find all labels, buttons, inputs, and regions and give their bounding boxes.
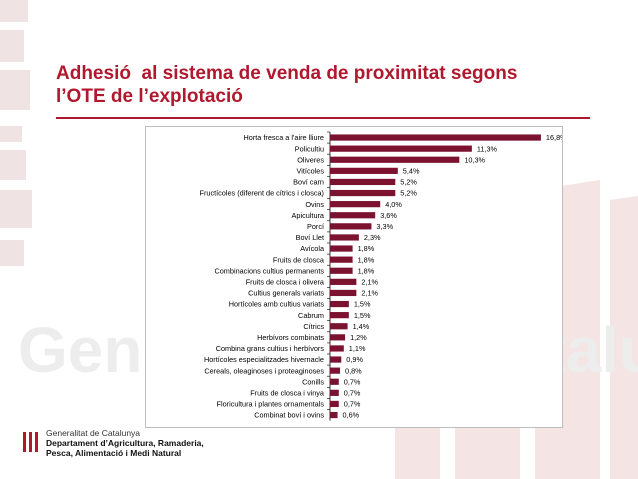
horizontal-bar-chart: Horta fresca a l'aire lliure 16,8% Policul… [200, 131, 562, 421]
data-label: 1,8% [358, 244, 375, 253]
bar [330, 156, 460, 163]
data-label: 1,2% [350, 333, 367, 342]
data-label: 2,1% [361, 289, 378, 298]
bar [330, 312, 349, 319]
org-line-3: Pesca, Alimentació i Medi Natural [46, 448, 182, 458]
category-label: Oliveres [297, 155, 324, 164]
category-label: Fruits de closca i olivera [246, 277, 325, 286]
category-label: Cereals, oleaginoses i proteaginoses [204, 366, 324, 375]
bar [330, 411, 338, 419]
org-name: Generalitat de Catalunya Departament d’A… [46, 428, 204, 458]
bar [330, 145, 472, 152]
bar [330, 256, 353, 263]
data-label: 0,7% [344, 400, 361, 409]
bar [330, 201, 381, 208]
bar [330, 234, 359, 241]
data-label: 1,5% [354, 311, 371, 320]
category-label: Hortícoles amb cultius variats [229, 300, 325, 309]
bar [330, 212, 376, 219]
data-label: 1,8% [358, 255, 375, 264]
category-label: Fruits de closca [273, 255, 325, 264]
category-label: Vitícoles [297, 166, 325, 175]
data-label: 0,8% [345, 366, 362, 375]
data-label: 4,0% [385, 200, 402, 209]
data-label: 1,4% [353, 322, 370, 331]
data-label: 16,8% [546, 133, 562, 142]
category-label: Horta fresca a l'aire lliure [244, 133, 324, 142]
bar [330, 267, 353, 274]
category-label: Avícola [300, 244, 325, 253]
chart-frame: Horta fresca a l'aire lliure 16,8% Policul… [145, 126, 563, 428]
data-label: 5,4% [403, 166, 420, 175]
category-label: Policultiu [295, 144, 324, 153]
category-label: Floricultura i plantes ornamentals [217, 400, 325, 409]
category-label: Boví Llet [296, 233, 324, 242]
bar [330, 278, 357, 285]
category-label: Hortícoles especialitzades hivernacle [204, 355, 324, 364]
bar [330, 289, 357, 297]
category-label: Boví carn [293, 178, 324, 187]
category-label: Fruits de closca i vinya [250, 388, 325, 397]
bar [330, 323, 348, 330]
bar [330, 189, 396, 197]
bar [330, 167, 398, 174]
category-label: Combina grans cultius i herbívors [216, 344, 325, 353]
org-line-2: Departament d’Agricultura, Ramaderia, [46, 438, 204, 448]
data-label: 0,7% [344, 377, 361, 386]
category-label: Apicultura [292, 211, 325, 220]
category-label: Ovins [305, 200, 324, 209]
data-label: 0,6% [343, 411, 360, 420]
category-label: Fructícoles (diferent de cítrics i closc… [200, 189, 325, 198]
data-label: 0,7% [344, 388, 361, 397]
bar [330, 378, 339, 385]
data-label: 2,1% [361, 277, 378, 286]
bar [330, 345, 344, 352]
bar [330, 334, 346, 341]
data-label: 5,2% [400, 178, 417, 187]
bar [330, 223, 372, 230]
category-label: Cabrum [298, 311, 324, 320]
category-label: Porcí [307, 222, 324, 231]
bar [330, 389, 339, 396]
bar [330, 300, 349, 308]
data-label: 1,5% [354, 300, 371, 309]
category-label: Herbívors combinats [257, 333, 324, 342]
data-label: 11,3% [477, 144, 498, 153]
org-line-1: Generalitat de Catalunya [46, 428, 141, 438]
slide-title: Adhesió al sistema de venda de proximita… [56, 62, 596, 108]
category-label: Cultius generals variats [248, 289, 324, 298]
footer-logo: Generalitat de Catalunya Departament d’A… [22, 428, 242, 468]
title-rule [56, 117, 590, 119]
data-label: 3,3% [376, 222, 393, 231]
category-label: Combinacions cultius permanents [214, 266, 324, 275]
data-label: 10,3% [464, 155, 485, 164]
bar [330, 134, 541, 141]
category-label: Cítrics [303, 322, 324, 331]
data-label: 1,1% [349, 344, 366, 353]
bar [330, 356, 342, 363]
bar [330, 178, 396, 186]
title-line-1: Adhesió al sistema de venda de proximita… [56, 63, 518, 84]
data-label: 5,2% [400, 189, 417, 198]
category-label: Combinat boví i ovins [254, 411, 324, 420]
bar [330, 367, 341, 374]
data-label: 1,8% [358, 266, 375, 275]
bar [330, 400, 339, 408]
data-label: 0,9% [346, 355, 363, 364]
title-line-2: l’OTE de l’explotació [56, 86, 243, 107]
data-label: 2,3% [364, 233, 381, 242]
category-label: Conills [302, 377, 324, 386]
data-label: 3,6% [380, 211, 397, 220]
generalitat-emblem-icon [22, 431, 40, 453]
bar [330, 245, 353, 252]
